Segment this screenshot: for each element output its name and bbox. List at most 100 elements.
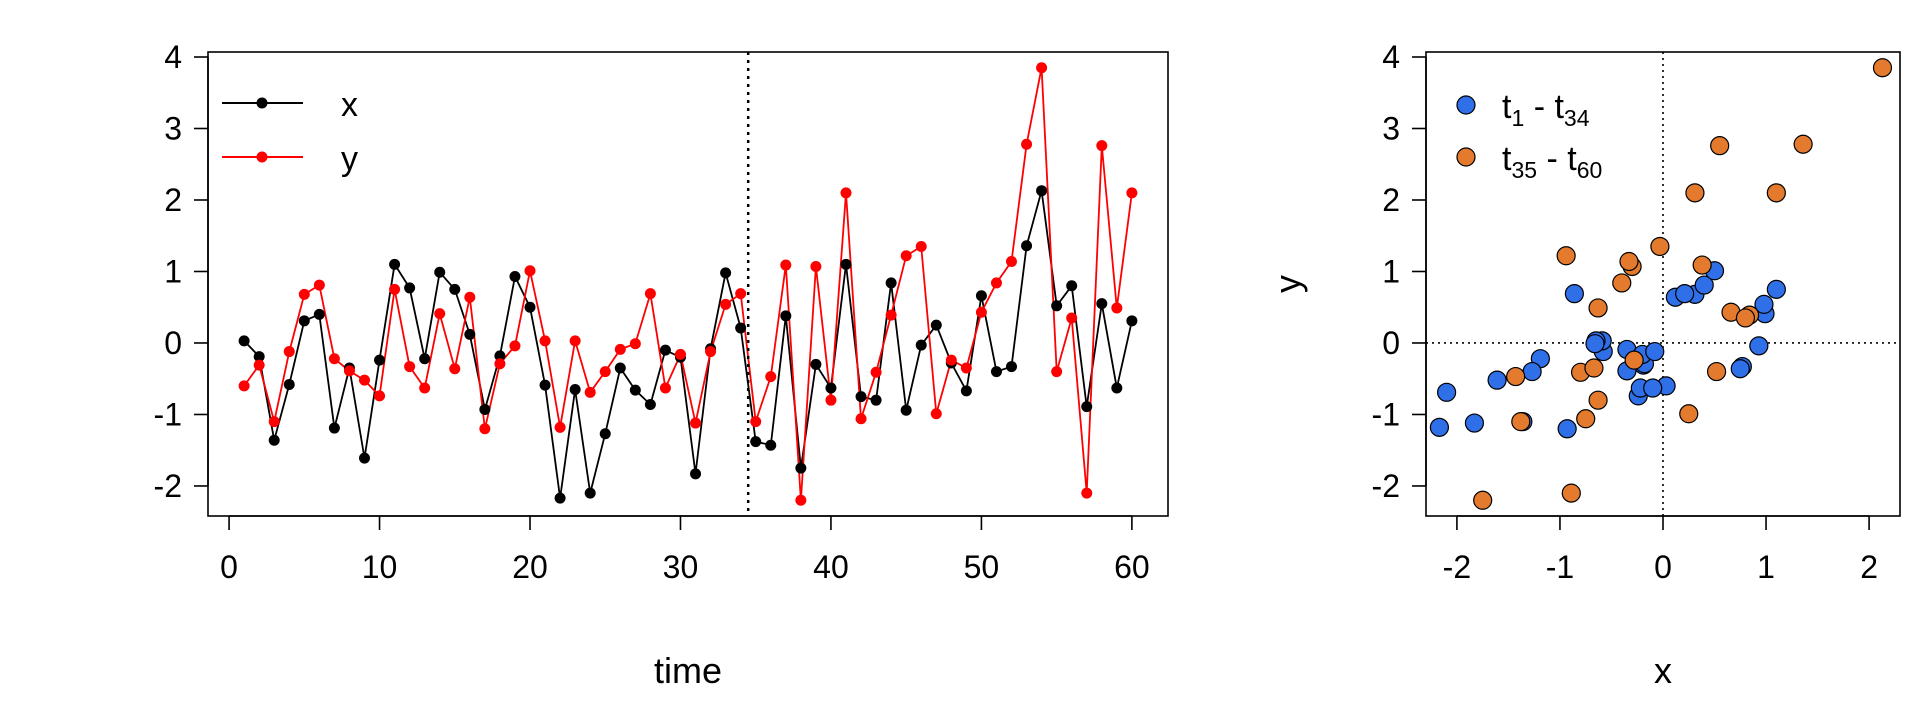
data-point-y [389, 283, 401, 295]
data-point-y [283, 346, 295, 358]
data-point-y [343, 365, 355, 377]
data-point-x [599, 428, 611, 440]
scatter-point-early [1643, 378, 1663, 398]
series-line-y [243, 67, 1133, 501]
data-point-y [1111, 302, 1123, 314]
data-point-x [1126, 315, 1138, 327]
data-point-x [404, 282, 416, 294]
y-axis-label: y [1267, 275, 1308, 293]
scatter-point-late [1588, 298, 1608, 318]
scatter-point-late [1793, 134, 1813, 154]
data-point-x [283, 378, 295, 390]
data-point-x [449, 283, 461, 295]
data-point-y [434, 308, 446, 320]
data-point-x [238, 335, 250, 347]
x-tick-label: 1 [1757, 549, 1775, 585]
data-point-x [584, 487, 596, 499]
legend-early-marker [1456, 95, 1476, 115]
scatter-point-early [1585, 334, 1605, 354]
scatter-point-early [1766, 279, 1786, 299]
data-point-y [1051, 366, 1063, 378]
data-point-x [1081, 401, 1093, 413]
data-point-y [298, 288, 310, 300]
scatter-point-early [1675, 284, 1695, 304]
data-point-x [614, 362, 626, 374]
data-point-y [253, 359, 265, 371]
scatter-point-early [1487, 370, 1507, 390]
data-point-y [1126, 187, 1138, 199]
scatter-point-late [1619, 251, 1639, 272]
data-point-y [404, 361, 416, 373]
scatter-point-late [1735, 308, 1756, 328]
data-point-x [765, 439, 777, 451]
data-point-x [720, 267, 732, 279]
x-tick-label: 60 [1114, 549, 1150, 585]
x-tick-label: 50 [964, 549, 1000, 585]
data-point-x [253, 351, 265, 363]
data-point-x [389, 258, 401, 270]
time-series-panel: 0 10 20 30 40 50 60 -2 -1 0 1 2 3 4 time x y [154, 39, 1169, 691]
data-point-x [509, 270, 521, 282]
data-point-x [554, 492, 566, 504]
scatter-point-late [1624, 350, 1644, 370]
x-axis-label: x [1654, 650, 1672, 691]
data-point-x [825, 382, 837, 394]
y-axis: -2 -1 0 1 2 3 4 [154, 39, 209, 504]
legend-y-label: y [341, 140, 358, 178]
x-tick-label: 0 [1654, 549, 1672, 585]
data-point-x [358, 452, 370, 464]
data-point-x [1021, 240, 1033, 252]
scatter-point-early [1429, 417, 1449, 437]
data-point-y [720, 298, 732, 310]
x-tick-label: -1 [1546, 549, 1574, 585]
data-point-y [885, 309, 897, 321]
scatter-point-late [1872, 58, 1893, 78]
plot-frame [1425, 51, 1901, 517]
x-axis-label: time [654, 650, 722, 691]
data-point-x [539, 379, 551, 391]
y-tick-label: -2 [154, 468, 182, 504]
data-point-x [659, 344, 671, 356]
data-point-y [584, 386, 596, 398]
scatter-point-late [1561, 483, 1581, 503]
data-point-x [524, 301, 536, 313]
y-tick-label: 0 [1382, 325, 1400, 361]
x-axis: -2 -1 0 1 2 [1443, 515, 1878, 585]
data-point-y [990, 277, 1002, 289]
data-point-y [313, 279, 325, 291]
y-tick-label: 2 [1382, 182, 1400, 218]
legend-x-marker [256, 97, 268, 109]
data-point-y [915, 240, 927, 252]
x-tick-label: 10 [362, 549, 398, 585]
data-point-x [328, 422, 340, 434]
data-point-x [810, 358, 822, 370]
data-point-y [674, 348, 686, 360]
scatter-point-late [1650, 236, 1670, 257]
legend-late-marker [1456, 147, 1476, 167]
data-point-x [569, 383, 581, 395]
data-point-y [945, 354, 957, 366]
y-tick-label: 4 [1382, 39, 1400, 75]
data-point-x [298, 315, 310, 327]
series-points [238, 62, 1138, 506]
y-tick-label: 1 [1382, 253, 1400, 289]
data-point-x [1066, 280, 1078, 292]
y-tick-label: 1 [164, 253, 182, 289]
scatter-point-late [1679, 404, 1699, 424]
data-point-x [479, 403, 491, 415]
data-point-x [870, 394, 882, 406]
x-tick-label: 30 [663, 549, 699, 585]
y-axis: -2 -1 0 1 2 3 4 [1372, 39, 1427, 504]
legend: x y [222, 86, 358, 178]
x-tick-label: 20 [512, 549, 548, 585]
scatter-point-early [1694, 275, 1714, 295]
data-point-y [268, 416, 280, 428]
data-point-x [629, 384, 641, 396]
scatter-point-late [1706, 361, 1727, 382]
data-point-y [614, 343, 626, 355]
x-tick-label: 40 [813, 549, 849, 585]
data-point-x [900, 404, 912, 416]
data-point-x [419, 353, 431, 365]
data-point-y [960, 362, 972, 374]
scatter-point-late [1685, 183, 1705, 203]
